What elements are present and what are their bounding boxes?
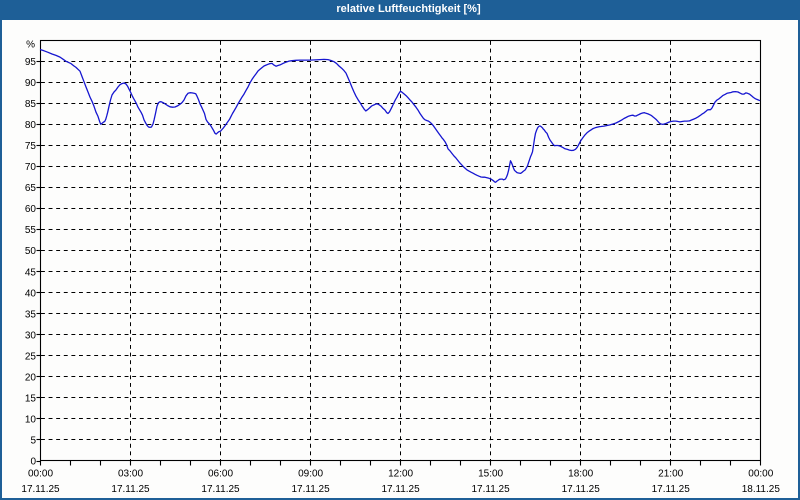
svg-text:5: 5 xyxy=(30,436,36,447)
svg-text:25: 25 xyxy=(25,351,37,362)
svg-text:35: 35 xyxy=(25,309,37,320)
svg-text:40: 40 xyxy=(25,288,37,299)
svg-text:65: 65 xyxy=(25,183,37,194)
svg-text:85: 85 xyxy=(25,99,37,110)
svg-text:75: 75 xyxy=(25,141,37,152)
svg-text:90: 90 xyxy=(25,78,37,89)
svg-text:06:00: 06:00 xyxy=(208,469,233,480)
svg-text:18:00: 18:00 xyxy=(568,469,593,480)
svg-text:21:00: 21:00 xyxy=(658,469,683,480)
svg-text:17.11.25: 17.11.25 xyxy=(201,484,240,495)
svg-text:50: 50 xyxy=(25,246,37,257)
svg-text:17.11.25: 17.11.25 xyxy=(562,484,601,495)
svg-text:17.11.25: 17.11.25 xyxy=(472,484,511,495)
svg-text:80: 80 xyxy=(25,120,37,131)
svg-text:30: 30 xyxy=(25,330,37,341)
svg-text:20: 20 xyxy=(25,373,37,384)
svg-text:70: 70 xyxy=(25,162,37,173)
svg-text:10: 10 xyxy=(25,415,37,426)
svg-text:0: 0 xyxy=(30,457,36,468)
svg-text:17.11.25: 17.11.25 xyxy=(111,484,150,495)
svg-text:15:00: 15:00 xyxy=(478,469,503,480)
svg-text:03:00: 03:00 xyxy=(118,469,143,480)
svg-text:12:00: 12:00 xyxy=(388,469,413,480)
svg-text:55: 55 xyxy=(25,225,37,236)
svg-text:%: % xyxy=(26,39,35,50)
svg-text:17.11.25: 17.11.25 xyxy=(382,484,421,495)
svg-text:00:00: 00:00 xyxy=(28,469,53,480)
svg-text:09:00: 09:00 xyxy=(298,469,323,480)
svg-text:17.11.25: 17.11.25 xyxy=(21,484,60,495)
svg-text:17.11.25: 17.11.25 xyxy=(652,484,691,495)
svg-text:17.11.25: 17.11.25 xyxy=(292,484,331,495)
svg-text:00:00: 00:00 xyxy=(748,469,773,480)
svg-text:60: 60 xyxy=(25,204,37,215)
svg-text:15: 15 xyxy=(25,394,37,405)
svg-text:18.11.25: 18.11.25 xyxy=(742,484,781,495)
svg-text:95: 95 xyxy=(25,57,37,68)
svg-text:45: 45 xyxy=(25,267,37,278)
